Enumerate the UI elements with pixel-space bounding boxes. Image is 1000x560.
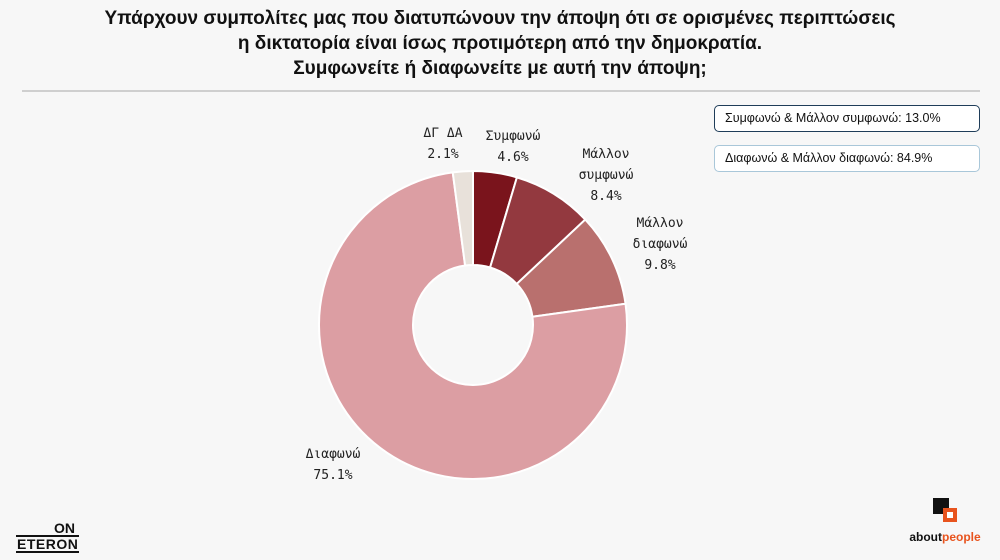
slice-label: ΔΓ ΔΑ 2.1%: [423, 126, 462, 162]
slice-label: Μάλλον συμφωνώ 8.4%: [579, 147, 634, 204]
title-line-3: Συμφωνείτε ή διαφωνείτε με αυτή την άποψ…: [293, 58, 707, 79]
title-line-1: Υπάρχουν συμπολίτες μας που διατυπώνουν …: [104, 8, 896, 29]
aboutpeople-logo-mark: [929, 496, 961, 530]
slice-label: Συμφωνώ 4.6%: [486, 129, 541, 165]
slice-label: Μάλλον διαφωνώ 9.8%: [633, 216, 688, 273]
title-divider: [22, 90, 980, 92]
donut-slice: [451, 169, 474, 267]
eteron-logo-word: ETERON: [16, 535, 80, 553]
title-line-2: η δικτατορία είναι ίσως προτιμότερη από …: [237, 33, 763, 54]
eteron-logo: ON ETERON: [16, 520, 80, 553]
aboutpeople-logo-word: aboutpeople: [909, 530, 981, 544]
agree-summary-box: Συμφωνώ & Μάλλον συμφωνώ: 13.0%: [714, 105, 980, 132]
disagree-summary-text: Διαφωνώ & Μάλλον διαφωνώ: 84.9%: [725, 151, 933, 165]
aboutpeople-logo: aboutpeople: [902, 496, 988, 544]
eteron-logo-on: ON: [54, 520, 75, 536]
slice-label: Διαφωνώ 75.1%: [306, 447, 361, 483]
agree-summary-text: Συμφωνώ & Μάλλον συμφωνώ: 13.0%: [725, 111, 941, 125]
donut-slice: [318, 171, 628, 480]
chart-title: Υπάρχουν συμπολίτες μας που διατυπώνουν …: [0, 6, 1000, 81]
disagree-summary-box: Διαφωνώ & Μάλλον διαφωνώ: 84.9%: [714, 145, 980, 172]
